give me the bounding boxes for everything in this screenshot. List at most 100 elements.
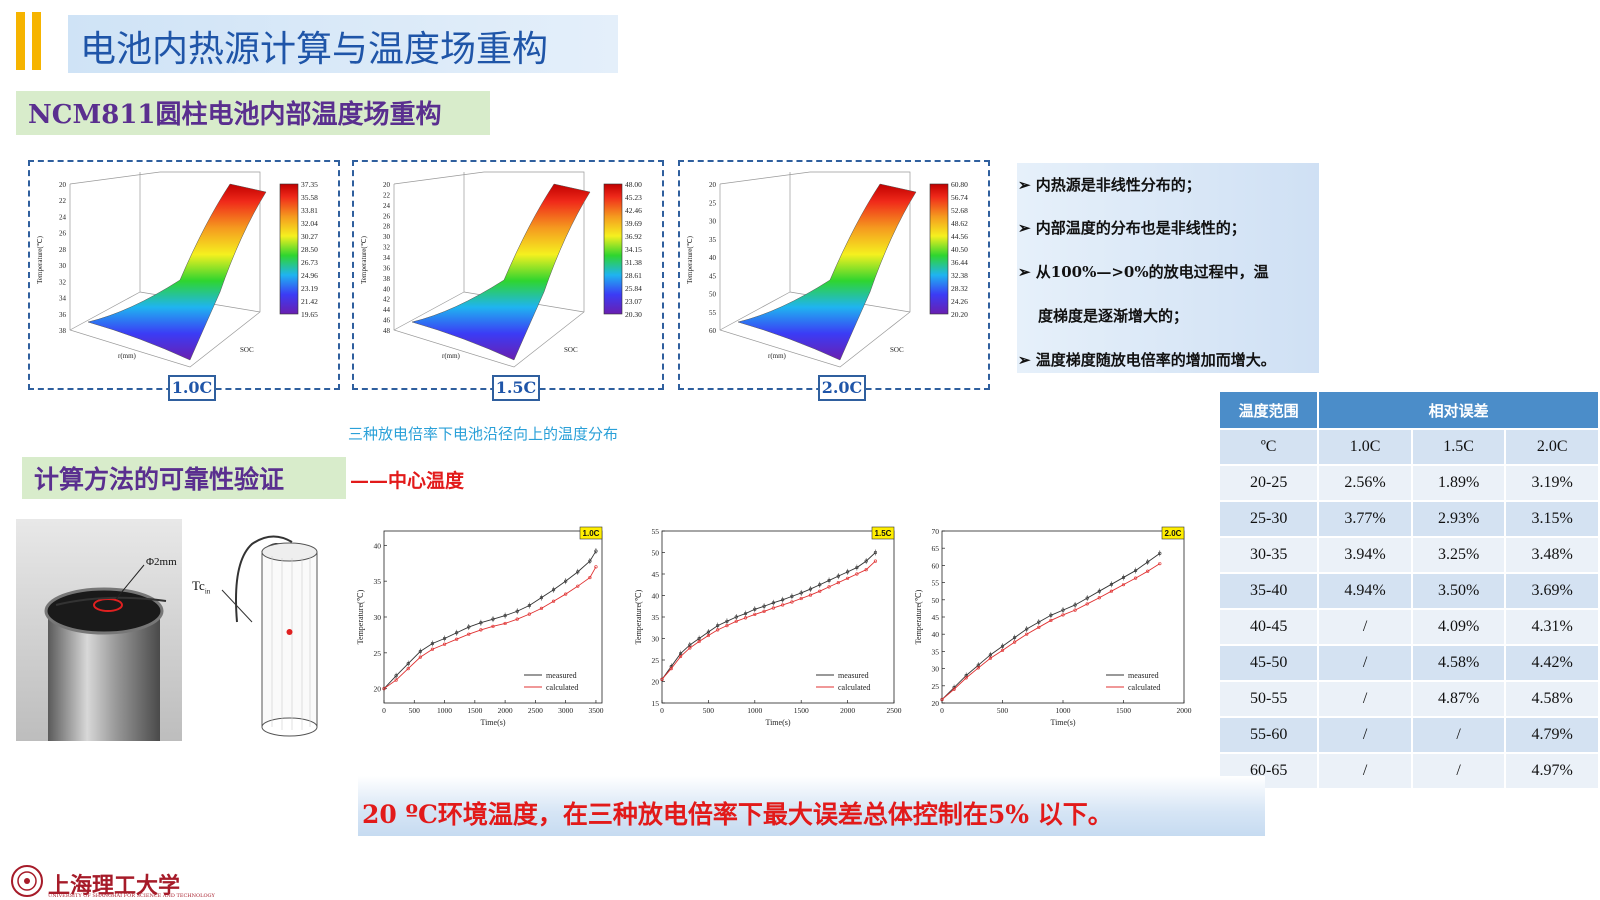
discharge-rate-label: 1.5C xyxy=(492,375,540,401)
y-axis-label: SOC xyxy=(240,346,254,354)
section-title: 计算方法的可靠性验证 xyxy=(34,465,285,494)
colorbar-tick-label: 37.35 xyxy=(301,180,318,189)
colorbar xyxy=(603,183,623,315)
rate-tag: 1.5C xyxy=(871,526,895,540)
data-point-calculated xyxy=(1000,648,1005,652)
z-tick-label: 22 xyxy=(383,191,391,199)
table-row: 40-45/4.09% 4.31% xyxy=(1217,608,1600,646)
svg-text:1.0C: 1.0C xyxy=(583,529,600,538)
z-axis-label: Temperature(℃) xyxy=(686,235,694,283)
legend-label: calculated xyxy=(1128,683,1160,692)
title-banner xyxy=(68,15,618,73)
y-tick-label: 40 xyxy=(652,592,660,601)
data-point-calculated xyxy=(1146,569,1150,573)
data-point-calculated xyxy=(594,565,598,569)
colorbar-tick-label: 52.68 xyxy=(951,206,968,215)
validation-chart: 0 500 1000 1500 2000 2500 3000 3500 20 25 30 35 40 Ti… xyxy=(356,526,604,727)
table-cell: 3.25% xyxy=(1410,536,1507,574)
colorbar-tick-label: 32.04 xyxy=(301,219,318,228)
data-point-calculated xyxy=(827,585,831,589)
data-point-calculated xyxy=(1134,576,1138,580)
table-cell: 20-25 xyxy=(1217,464,1320,502)
y-tick-label: 70 xyxy=(932,527,940,536)
legend-label: measured xyxy=(1128,671,1159,680)
colorbar-tick-label: 33.81 xyxy=(301,206,318,215)
temperature-surface xyxy=(411,183,591,361)
section-banner xyxy=(22,457,346,499)
y-tick-label: 25 xyxy=(652,656,660,665)
x-tick-label: 500 xyxy=(409,706,421,715)
data-point-calculated xyxy=(1025,632,1029,636)
x-tick-label: 500 xyxy=(703,706,715,715)
data-point-calculated xyxy=(976,666,980,670)
table-cell: / xyxy=(1317,716,1413,754)
x-tick-label: 2000 xyxy=(840,706,855,715)
table-cell: 60-65 xyxy=(1217,752,1320,790)
table-cell: 1.89% xyxy=(1410,464,1507,502)
z-tick-label: 60 xyxy=(709,327,717,335)
z-tick-label: 24 xyxy=(59,213,67,221)
data-point-calculated xyxy=(394,678,398,682)
x-tick-label: 0 xyxy=(940,706,944,715)
x-axis-label: Time(s) xyxy=(765,718,790,727)
legend-label: measured xyxy=(546,671,577,680)
table-cell: 2.56% xyxy=(1317,464,1413,502)
table-row: 20-25 2.56% 1.89% 3.19% xyxy=(1217,464,1600,502)
legend-label: calculated xyxy=(838,683,870,692)
surface-plot-panel: 38 36 34 32 30 28 26 24 22 20 Temperature(℃) r(mm) S… xyxy=(28,160,340,390)
table-row: 35-40 4.94% 3.50% 3.69% xyxy=(1217,572,1600,610)
colorbar-tick-label: 40.50 xyxy=(951,245,968,254)
colorbar-tick-label: 35.58 xyxy=(301,193,318,202)
data-point-calculated xyxy=(808,593,813,597)
x-tick-label: 1000 xyxy=(1056,706,1071,715)
series-line-calculated xyxy=(941,563,1161,700)
z-tick-label: 36 xyxy=(59,311,67,319)
data-point-calculated xyxy=(455,637,459,641)
data-point-calculated xyxy=(799,596,803,601)
data-point-calculated xyxy=(873,559,878,563)
z-tick-label: 36 xyxy=(383,264,391,272)
data-point-calculated xyxy=(491,624,495,628)
data-point-calculated xyxy=(527,612,531,616)
table-row: 30-35 3.94% 3.25% 3.48% xyxy=(1217,536,1600,574)
table-subheader-row: ºC 1.0C 1.5C 2.0C xyxy=(1217,428,1600,466)
data-point-calculated xyxy=(734,619,738,623)
data-point-calculated xyxy=(564,592,568,596)
data-point-calculated xyxy=(697,639,701,644)
hole-diameter-label: Φ2mm xyxy=(146,556,177,568)
data-point-calculated xyxy=(688,646,692,650)
table-cell: / xyxy=(1317,644,1413,682)
data-point-calculated xyxy=(1121,583,1126,587)
battery-photo xyxy=(16,519,182,741)
y-tick-label: 30 xyxy=(932,665,940,674)
table-cell: 4.31% xyxy=(1504,608,1600,646)
colorbar-tick-label: 60.80 xyxy=(951,180,968,189)
z-tick-label: 40 xyxy=(709,254,717,262)
finding-item: ➢ 内部温度的分布也是非线性的； xyxy=(1018,219,1246,237)
x-tick-label: 2000 xyxy=(1177,706,1192,715)
series-line-measured xyxy=(383,550,597,689)
rate-tag: 1.0C xyxy=(579,526,603,540)
y-axis-label: SOC xyxy=(890,346,904,354)
z-tick-label: 46 xyxy=(383,317,391,325)
table-cell: 4.09% xyxy=(1410,608,1507,646)
conclusion-text: 20 ºC环境温度，在三种放电倍率下最大误差总体控制在5% 以下。 xyxy=(362,800,1113,829)
y-tick-label: 55 xyxy=(932,579,940,588)
data-point-calculated xyxy=(1109,589,1113,593)
x-tick-label: 500 xyxy=(997,706,1009,715)
temperature-surface xyxy=(87,183,267,361)
table-row: 25-30 3.77% 2.93% 3.15% xyxy=(1217,500,1600,538)
x-tick-label: 0 xyxy=(660,706,664,715)
y-tick-label: 45 xyxy=(932,613,940,622)
data-point-calculated xyxy=(503,621,507,626)
data-point-calculated xyxy=(1085,602,1089,606)
discharge-rate-label: 2.0C xyxy=(818,375,866,401)
y-tick-label: 25 xyxy=(932,682,940,691)
x-axis-label: r(mm) xyxy=(442,352,461,360)
data-point-calculated xyxy=(988,656,992,660)
colorbar xyxy=(279,183,299,315)
findings-panel xyxy=(1017,163,1319,373)
z-tick-label: 50 xyxy=(709,291,717,299)
data-point-calculated xyxy=(430,647,435,651)
data-point-calculated xyxy=(551,599,556,603)
